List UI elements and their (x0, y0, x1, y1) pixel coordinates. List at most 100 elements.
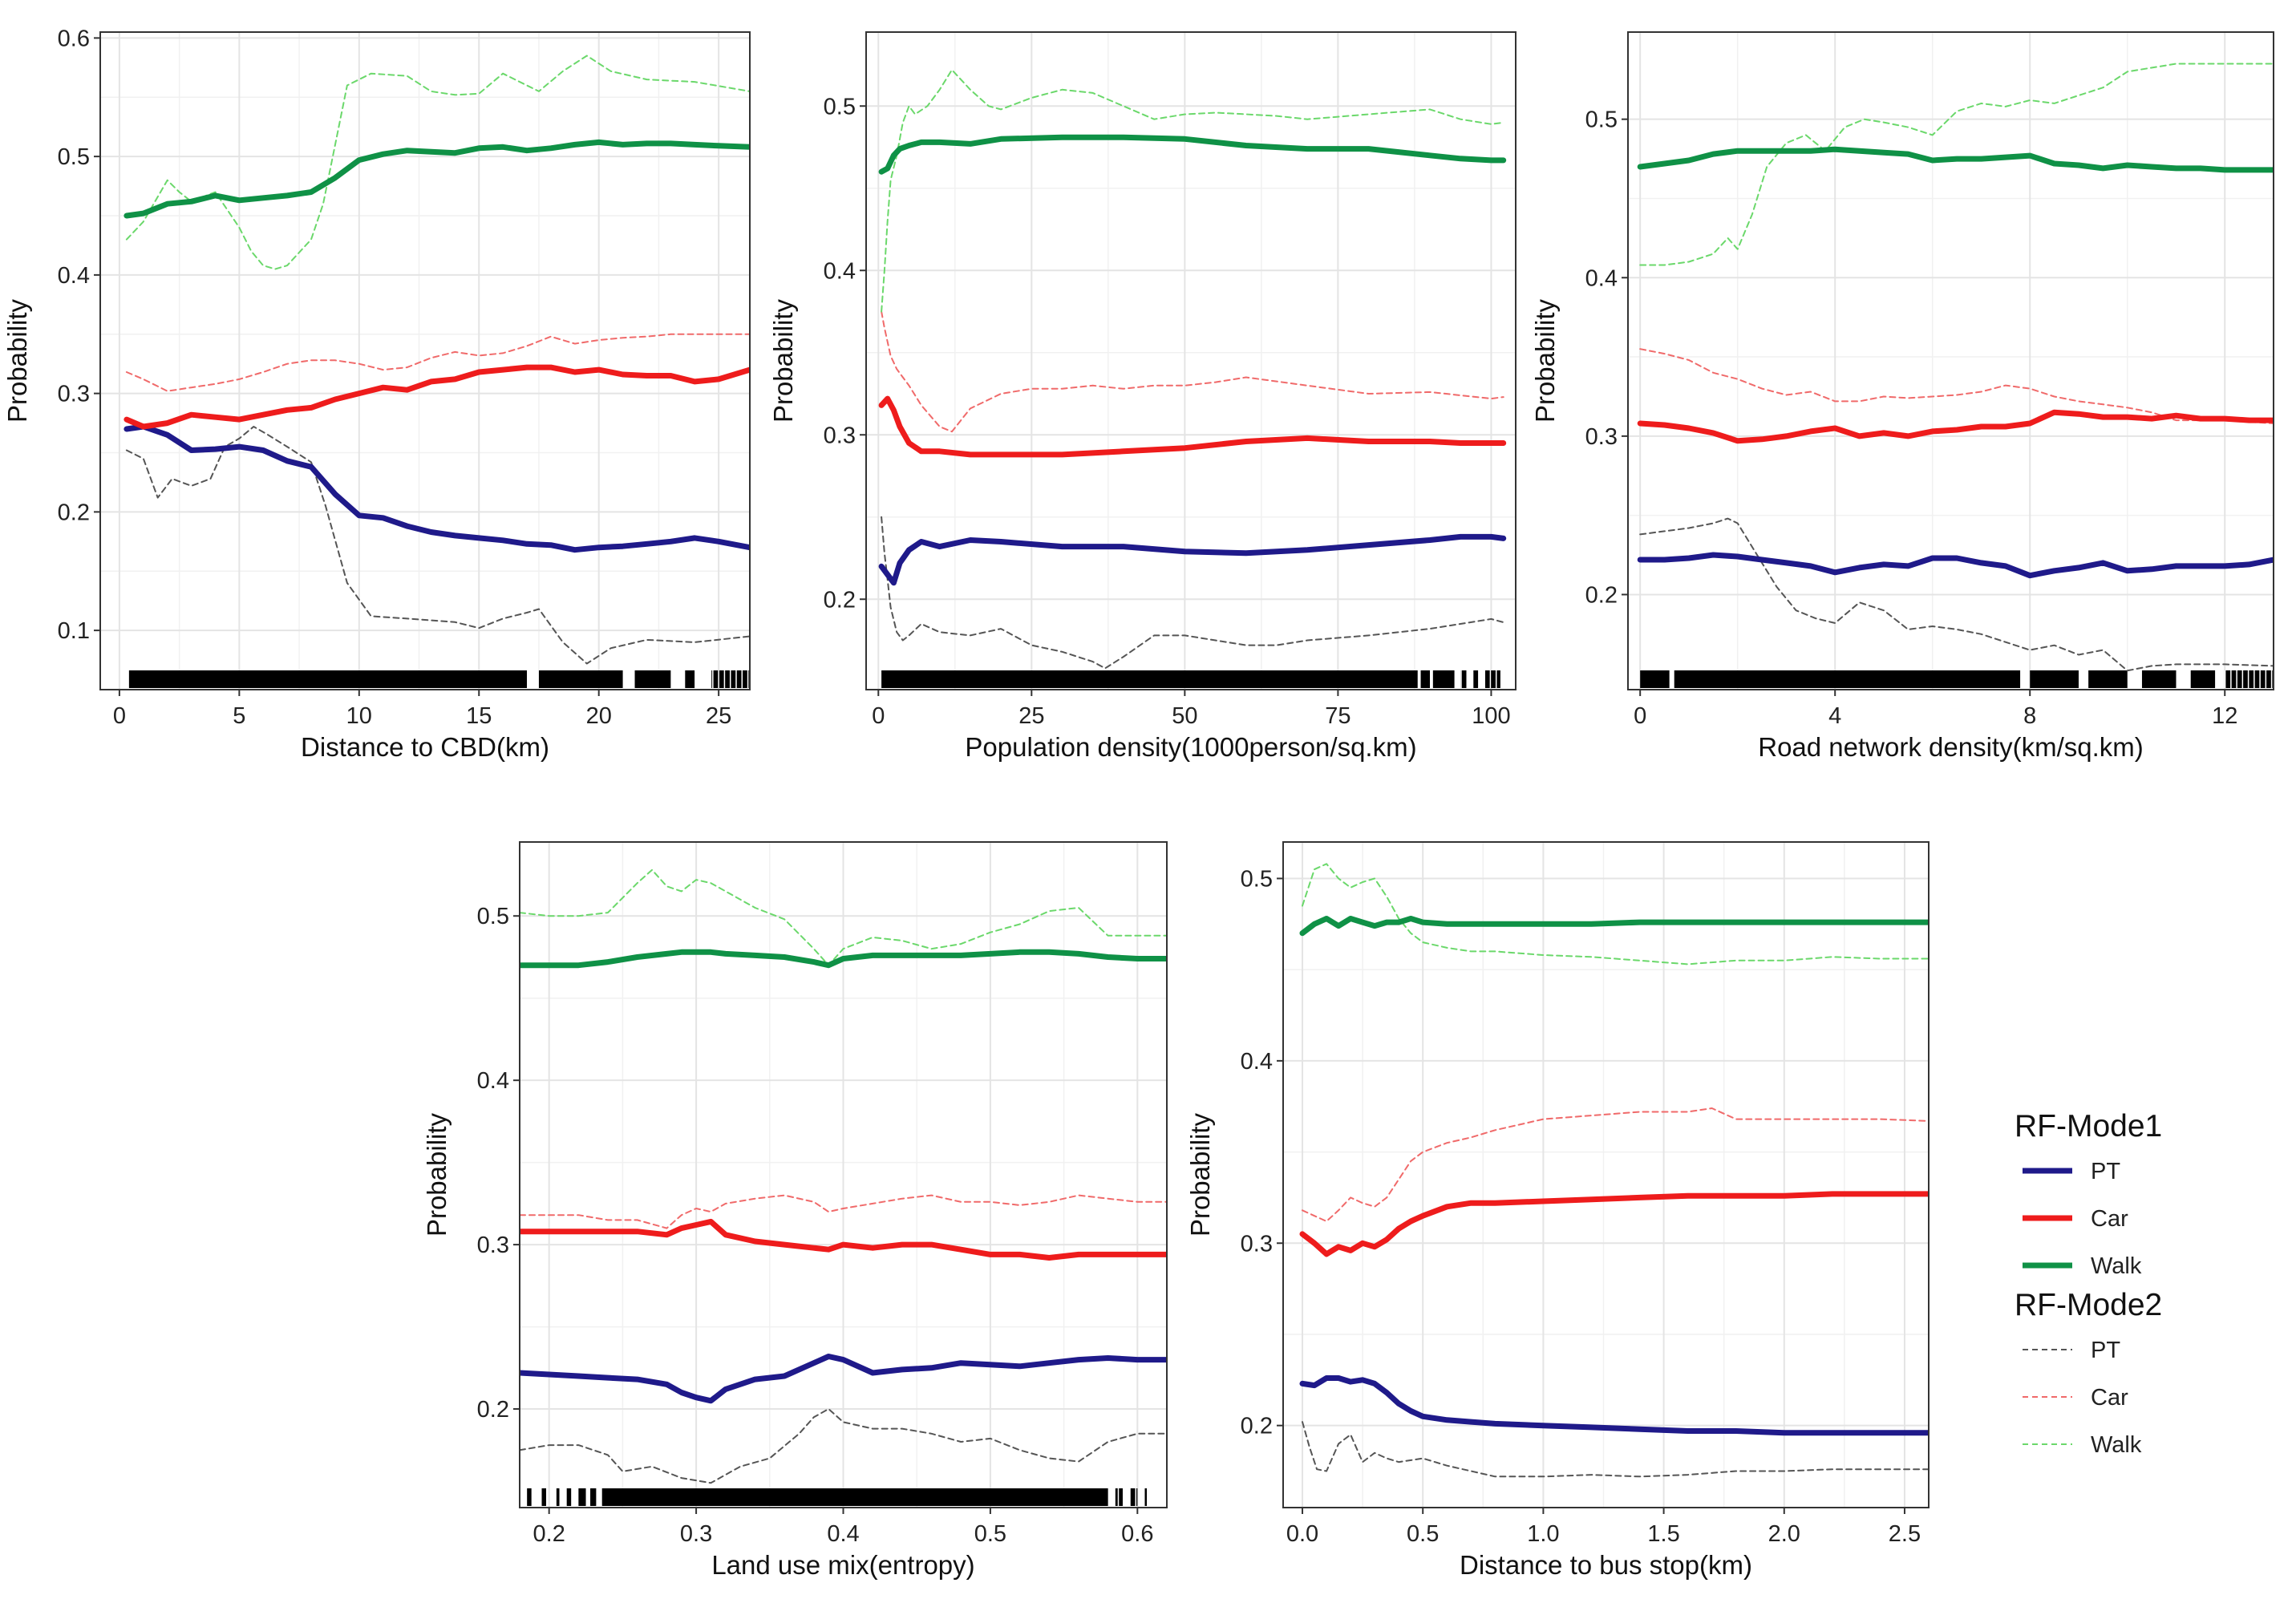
rug-segment (527, 1488, 532, 1506)
rug-marks (881, 670, 1515, 688)
y-tick-label: 0.3 (1241, 1231, 1273, 1257)
series-line-rf-mode2-pt (881, 516, 1504, 670)
y-tick-label: 0.2 (1585, 582, 1618, 608)
y-tick-label: 0.5 (58, 144, 90, 170)
rug-segment (2190, 670, 2216, 688)
rug-segment (2030, 670, 2079, 688)
axes: 0 25 50 75 100 0.2 0.3 0.4 0.5 Population density… (768, 94, 1511, 762)
panel-road-network-density: 0 4 8 12 0.2 0.3 0.4 0.5 Road network density(km… (1530, 31, 2274, 762)
x-tick-label: 0.6 (1121, 1521, 1153, 1547)
x-axis-label: Distance to bus stop(km) (1460, 1550, 1752, 1580)
rug-segment (881, 670, 1418, 688)
series-line-rf-mode1-car (520, 1218, 1167, 1261)
series-lines (1637, 63, 2274, 672)
rug-segment (556, 1488, 560, 1506)
series-line-rf-mode2-pt (1302, 1421, 1929, 1478)
rug-segment (541, 1488, 547, 1506)
rug-segment (578, 1488, 586, 1506)
rug-segment (1472, 670, 1480, 688)
series-lines (1299, 863, 1929, 1478)
series-line-rf-mode2-car (881, 310, 1504, 433)
series-line-rf-mode2-pt (1639, 517, 2274, 672)
series-line-rf-mode2-walk (520, 868, 1167, 966)
x-tick-label: 0 (872, 703, 885, 729)
x-tick-label: 12 (2212, 703, 2237, 729)
legend-title-rf-mode2: RF-Mode2 (2015, 1288, 2162, 1322)
series-line-rf-mode1-walk (1637, 146, 2274, 173)
rug-segment (128, 670, 528, 688)
series-line-rf-mode2-car (1302, 1107, 1929, 1222)
major-gridlines (1283, 842, 1929, 1508)
y-tick-label: 0.5 (1241, 866, 1273, 892)
series-line-rf-mode1-car (878, 395, 1507, 458)
y-tick-label: 0.4 (824, 258, 856, 284)
series-line-rf-mode2-walk (881, 69, 1504, 313)
series-line-rf-mode1-car (1299, 1191, 1929, 1257)
y-tick-label: 0.2 (824, 587, 856, 613)
series-line-rf-mode1-walk (124, 139, 750, 219)
legend-label-mode2-walk: Walk (2091, 1432, 2142, 1458)
series-line-rf-mode1-car (1637, 409, 2274, 444)
plot-background (866, 32, 1516, 690)
series-lines (520, 868, 1167, 1484)
legend-label-mode1-pt: PT (2091, 1159, 2120, 1184)
panel-distance-cbd: 0 5 10 15 20 25 0.1 0.2 0.3 0.4 0.5 0.6 Distance to … (2, 26, 751, 762)
x-tick-label: 15 (466, 703, 492, 729)
x-tick-label: 100 (1472, 703, 1510, 729)
x-axis-label: Population density(1000person/sq.km) (965, 732, 1416, 762)
x-axis-label: Road network density(km/sq.km) (1758, 732, 2143, 762)
x-tick-label: 50 (1172, 703, 1197, 729)
series-line-rf-mode1-pt (1637, 552, 2274, 579)
chart-panels: 0 5 10 15 20 25 0.1 0.2 0.3 0.4 0.5 0.6 Distance to … (2, 26, 2274, 1580)
series-line-rf-mode2-walk (1302, 863, 1929, 965)
rug-segment (2088, 670, 2128, 688)
y-tick-label: 0.1 (58, 618, 90, 644)
series-line-rf-mode2-car (520, 1194, 1167, 1229)
y-tick-label: 0.5 (477, 904, 509, 929)
axes: 0.0 0.5 1.0 1.5 2.0 2.5 0.2 0.3 0.4 0.5 Distance t… (1185, 866, 1921, 1580)
rug-segment (1420, 670, 1431, 688)
x-tick-label: 0.5 (974, 1521, 1006, 1547)
x-tick-label: 0.5 (1407, 1521, 1439, 1547)
rug-marks (1640, 670, 2274, 688)
rug-segment (634, 670, 671, 688)
major-gridlines (1628, 32, 2274, 690)
x-tick-label: 10 (346, 703, 372, 729)
rug-marks (527, 1488, 1166, 1506)
rug-segment (1115, 1488, 1123, 1506)
x-tick-label: 4 (1828, 703, 1841, 729)
rug-segment (1130, 1488, 1138, 1506)
major-gridlines (100, 32, 750, 690)
plot-frame (99, 31, 751, 690)
y-tick-label: 0.4 (58, 263, 90, 289)
series-lines (124, 55, 750, 665)
y-axis-label: Probability (1530, 298, 1560, 423)
rug-segment (1144, 1488, 1148, 1506)
series-line-rf-mode2-pt (125, 426, 750, 665)
rug-segment (566, 1488, 572, 1506)
series-line-rf-mode1-pt (520, 1354, 1167, 1404)
series-line-rf-mode1-pt (1299, 1375, 1929, 1436)
x-axis-label: Distance to CBD(km) (301, 732, 549, 762)
series-line-rf-mode1-walk (878, 134, 1507, 175)
y-tick-label: 0.2 (1241, 1414, 1273, 1439)
y-tick-label: 0.2 (477, 1397, 509, 1423)
legend-label-mode1-car: Car (2091, 1206, 2128, 1232)
x-tick-label: 0.0 (1286, 1521, 1318, 1547)
rug-segment (1484, 670, 1500, 688)
minor-gridlines (1283, 842, 1929, 1508)
rug-segment (538, 670, 623, 688)
axes: 0 4 8 12 0.2 0.3 0.4 0.5 Road network density(km… (1530, 107, 2237, 762)
x-tick-label: 0 (113, 703, 126, 729)
legend-label-mode2-pt: PT (2091, 1338, 2120, 1363)
plot-background (1628, 32, 2274, 690)
rug-marks (128, 670, 750, 688)
y-axis-label: Probability (1185, 1112, 1215, 1237)
series-line-rf-mode1-walk (1299, 916, 1929, 937)
series-line-rf-mode1-pt (878, 533, 1507, 586)
y-tick-label: 0.3 (1585, 424, 1618, 450)
series-line-rf-mode2-walk (1639, 63, 2274, 266)
plot-frame (1627, 31, 2274, 690)
series-line-rf-mode1-pt (124, 423, 750, 553)
